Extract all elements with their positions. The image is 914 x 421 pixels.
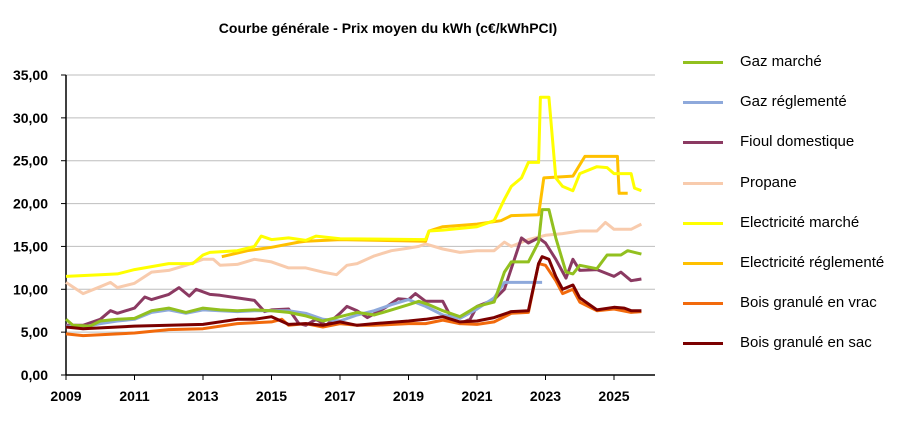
y-tick-label: 25,00 (13, 153, 48, 169)
legend-label: Bois granulé en sac (740, 334, 872, 352)
legend-item: Gaz réglementé (683, 92, 913, 112)
series-line-3 (65, 220, 643, 296)
series-line-5 (221, 154, 628, 259)
legend-item: Electricité marché (683, 213, 913, 233)
legend-item: Propane (683, 173, 913, 193)
series-line-7 (65, 255, 642, 331)
y-tick-label: 30,00 (13, 110, 48, 126)
legend-swatch (683, 101, 723, 105)
y-tick-label: 5,00 (21, 324, 48, 340)
x-tick-label: 2019 (393, 388, 424, 404)
legend-item: Bois granulé en sac (683, 333, 913, 353)
legend-label: Gaz marché (740, 53, 822, 70)
x-tick-label: 2011 (119, 388, 150, 404)
legend-swatch (683, 221, 723, 225)
legend-label: Electricité marché (740, 213, 860, 231)
legend-label: Gaz réglementé (740, 93, 847, 111)
y-tick-label: 0,00 (21, 367, 48, 383)
legend-label: Electricité réglementé (740, 254, 885, 271)
y-tick-label: 15,00 (13, 238, 48, 254)
legend-label: Fioul domestique (740, 133, 855, 151)
chart-title: Courbe générale - Prix moyen du kWh (c€/… (219, 20, 557, 36)
legend-swatch (683, 141, 723, 145)
legend-swatch (683, 181, 723, 185)
x-tick-label: 2021 (461, 388, 492, 404)
x-tick-label: 2023 (530, 388, 561, 404)
y-tick-label: 35,00 (13, 67, 48, 83)
x-tick-label: 2015 (256, 388, 287, 404)
legend-swatch (683, 302, 723, 306)
legend-item: Gaz marché (683, 52, 913, 72)
legend-swatch (683, 342, 723, 346)
series-line-4 (65, 95, 642, 278)
legend-label: Bois granulé en vrac (740, 294, 877, 312)
legend-item: Fioul domestique (683, 132, 913, 152)
x-tick-label: 2017 (324, 388, 355, 404)
legend-item: Electricité réglementé (683, 253, 913, 273)
legend-item: Bois granulé en vrac (683, 293, 913, 313)
y-tick-label: 10,00 (13, 281, 48, 297)
x-tick-label: 2013 (187, 388, 218, 404)
y-tick-label: 20,00 (13, 196, 48, 212)
legend-label: Propane (740, 173, 797, 191)
legend-swatch (683, 61, 723, 64)
series-line-6 (65, 262, 642, 338)
x-tick-label: 2009 (50, 388, 81, 404)
series-line-0 (65, 208, 642, 328)
x-tick-label: 2025 (598, 388, 629, 404)
legend-swatch (683, 262, 723, 265)
